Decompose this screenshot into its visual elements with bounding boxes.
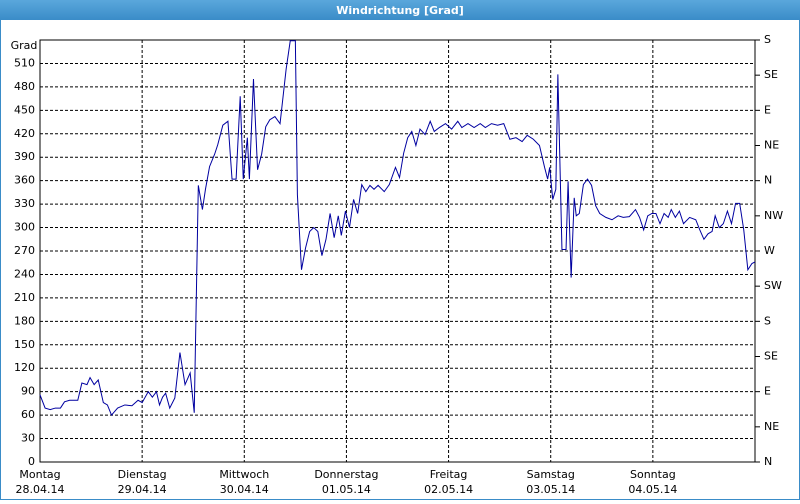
y-tick-label: 180 — [14, 314, 35, 327]
x-tick-label: Freitag — [430, 468, 468, 481]
y-tick-label: 300 — [14, 221, 35, 234]
y-axis-label: Grad — [11, 39, 38, 52]
y-tick-label: 360 — [14, 174, 35, 187]
y-tick-label: 60 — [21, 408, 35, 421]
y2-tick-label: NW — [764, 209, 783, 222]
y-tick-label: 210 — [14, 291, 35, 304]
x-tick-label: Dienstag — [118, 468, 167, 481]
y2-tick-label: E — [764, 385, 771, 398]
y2-tick-label: N — [764, 455, 772, 468]
plot-border — [39, 39, 756, 463]
y-tick-label: 330 — [14, 197, 35, 210]
x-tick-date: 01.05.14 — [322, 483, 371, 496]
x-tick-date: 03.05.14 — [526, 483, 575, 496]
x-tick-label: Samstag — [527, 468, 575, 481]
y-tick-label: 0 — [28, 455, 35, 468]
x-tick-date: 30.04.14 — [220, 483, 269, 496]
y-tick-label: 120 — [14, 361, 35, 374]
y-tick-label: 420 — [14, 127, 35, 140]
y-tick-label: 240 — [14, 267, 35, 280]
y2-tick-label: NE — [764, 139, 779, 152]
chart-title: Windrichtung [Grad] — [336, 4, 464, 17]
y-tick-label: 480 — [14, 80, 35, 93]
title-bar — [0, 0, 800, 20]
y-tick-label: 390 — [14, 150, 35, 163]
x-tick-label: Mittwoch — [219, 468, 269, 481]
y-tick-label: 30 — [21, 432, 35, 445]
y2-tick-label: SE — [764, 350, 778, 363]
y2-tick-label: NE — [764, 420, 779, 433]
y-tick-label: 90 — [21, 385, 35, 398]
y-tick-label: 270 — [14, 244, 35, 257]
x-tick-date: 04.05.14 — [628, 483, 677, 496]
y2-tick-label: SE — [764, 68, 778, 81]
x-tick-label: Donnerstag — [314, 468, 378, 481]
y2-tick-label: SW — [764, 279, 782, 292]
x-tick-date: 02.05.14 — [424, 483, 473, 496]
x-tick-label: Montag — [19, 468, 60, 481]
x-tick-date: 28.04.14 — [16, 483, 65, 496]
x-tick-label: Sonntag — [630, 468, 676, 481]
y-tick-label: 510 — [14, 56, 35, 69]
y2-tick-label: E — [764, 103, 771, 116]
x-tick-date: 29.04.14 — [118, 483, 167, 496]
y2-tick-label: S — [764, 314, 771, 327]
y2-tick-label: S — [764, 33, 771, 46]
y-tick-label: 450 — [14, 103, 35, 116]
y2-tick-label: N — [764, 174, 772, 187]
data-line — [39, 40, 756, 417]
y2-tick-label: W — [764, 244, 775, 257]
y-tick-label: 150 — [14, 338, 35, 351]
